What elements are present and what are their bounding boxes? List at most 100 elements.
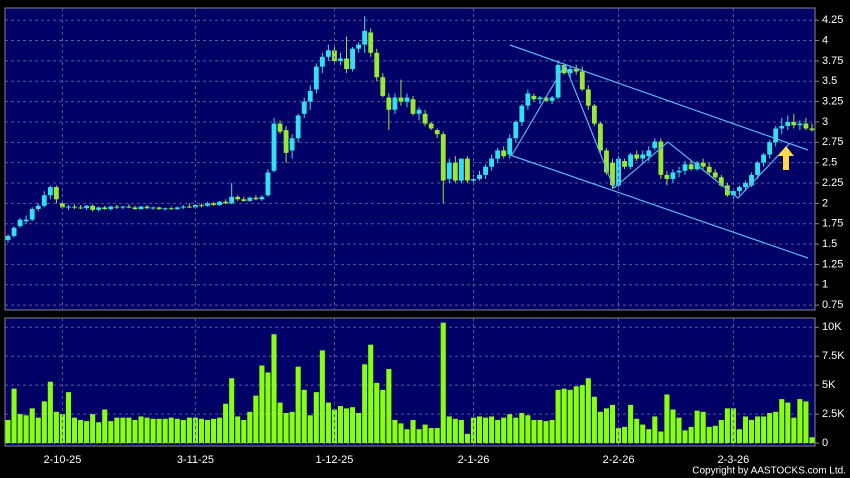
volume-bar bbox=[537, 419, 543, 444]
volume-bar bbox=[5, 419, 11, 444]
candle-body bbox=[5, 235, 11, 240]
y-tick-label: 7.5K bbox=[822, 350, 845, 362]
volume-bar bbox=[797, 399, 803, 444]
volume-bar bbox=[144, 417, 150, 444]
volume-bar bbox=[700, 411, 706, 444]
volume-bar bbox=[670, 409, 676, 444]
volume-bar bbox=[507, 414, 513, 444]
candle-body bbox=[737, 187, 742, 192]
volume-bar bbox=[368, 344, 374, 444]
volume-bar bbox=[495, 419, 501, 444]
volume-bar bbox=[223, 403, 229, 444]
volume-bar bbox=[132, 419, 138, 444]
y-tick-label: 1.25 bbox=[822, 258, 843, 270]
volume-bar bbox=[174, 418, 180, 444]
volume-bar bbox=[555, 389, 561, 444]
volume-bar bbox=[301, 389, 307, 444]
channel-upper bbox=[509, 44, 809, 151]
zigzag-line bbox=[511, 63, 791, 199]
volume-bar bbox=[235, 416, 241, 444]
volume-bar bbox=[664, 394, 670, 444]
candle-body bbox=[398, 97, 404, 102]
candle-body bbox=[229, 196, 235, 204]
volume-bar bbox=[380, 389, 386, 444]
candle-body bbox=[555, 64, 561, 98]
candle-body bbox=[108, 206, 114, 210]
candle-body bbox=[471, 178, 476, 181]
volume-bar bbox=[603, 408, 609, 444]
candle-body bbox=[791, 121, 797, 126]
volume-bar bbox=[150, 418, 156, 444]
candle-body bbox=[41, 195, 47, 206]
x-tick-label: 3-11-25 bbox=[177, 454, 214, 466]
candle-body bbox=[573, 69, 579, 72]
candle-body bbox=[295, 115, 301, 139]
volume-bar bbox=[241, 419, 247, 444]
volume-bar bbox=[688, 426, 694, 444]
candle-body bbox=[652, 141, 658, 149]
candle-body bbox=[561, 64, 567, 74]
candle-body bbox=[507, 138, 513, 155]
x-tick-label: 1-12-25 bbox=[315, 454, 353, 466]
volume-bar bbox=[573, 386, 579, 444]
candle-body bbox=[676, 170, 682, 173]
candle-body bbox=[283, 130, 289, 153]
volume-bar bbox=[658, 431, 664, 444]
volume-bar bbox=[773, 411, 779, 444]
volume-bar bbox=[71, 417, 78, 444]
candle-body bbox=[60, 203, 65, 208]
candle-body bbox=[410, 99, 416, 114]
candle-body bbox=[670, 172, 676, 179]
volume-bar bbox=[742, 416, 749, 444]
candle-body bbox=[749, 174, 754, 186]
candle-body bbox=[168, 208, 174, 210]
candle-body bbox=[428, 123, 434, 129]
volume-bar bbox=[271, 334, 277, 444]
volume-bar bbox=[579, 385, 585, 444]
candle-body bbox=[211, 203, 216, 205]
volume-bar bbox=[428, 428, 434, 444]
candle-body bbox=[404, 97, 410, 102]
candle-body bbox=[368, 32, 374, 53]
candle-body bbox=[392, 97, 398, 110]
candle-body bbox=[604, 150, 609, 173]
y-tick-label: 4 bbox=[822, 34, 828, 46]
channel-lower bbox=[509, 154, 809, 259]
volume-bar bbox=[712, 425, 718, 444]
volume-bar bbox=[78, 419, 84, 444]
volume-bar bbox=[785, 402, 791, 444]
volume-bar bbox=[295, 366, 301, 444]
y-tick-label: 2.75 bbox=[822, 136, 843, 148]
y-tick-label: 0 bbox=[822, 437, 828, 449]
volume-bar bbox=[464, 433, 470, 444]
volume-bar bbox=[386, 368, 392, 444]
volume-bar bbox=[676, 417, 682, 444]
volume-bar bbox=[307, 415, 313, 444]
volume-bar bbox=[156, 418, 162, 444]
candle-body bbox=[730, 191, 736, 196]
volume-bar bbox=[597, 411, 603, 444]
candle-body bbox=[634, 154, 640, 159]
volume-bar bbox=[247, 411, 253, 444]
candle-body bbox=[440, 134, 446, 181]
y-tick-label: 0.75 bbox=[822, 299, 843, 311]
y-tick-label: 5K bbox=[822, 379, 836, 391]
candle-body bbox=[102, 207, 108, 210]
volume-bar bbox=[289, 411, 295, 444]
candle-body bbox=[483, 166, 488, 175]
candle-body bbox=[180, 206, 186, 208]
candle-body bbox=[301, 101, 307, 114]
volume-bar bbox=[724, 408, 730, 444]
volume-bar bbox=[682, 430, 688, 444]
volume-bar bbox=[416, 429, 422, 444]
volume-bar bbox=[634, 418, 640, 444]
volume-bar bbox=[640, 424, 646, 444]
volume-bar bbox=[198, 418, 204, 444]
candle-body bbox=[700, 162, 706, 167]
y-tick-label: 2 bbox=[822, 197, 828, 209]
candle-body bbox=[743, 183, 748, 188]
candle-body bbox=[235, 196, 241, 200]
volume-bar bbox=[483, 417, 489, 444]
